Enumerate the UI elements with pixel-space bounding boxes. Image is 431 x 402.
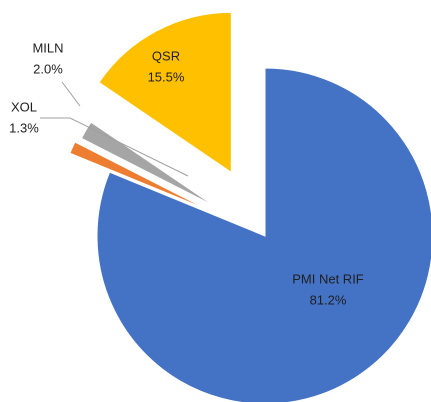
leader-line [61,81,81,107]
pie-slice [98,11,232,174]
slice-label: MILN [32,40,63,55]
slice-value-label: 2.0% [33,61,63,76]
slice-value-label: 15.5% [148,69,185,84]
slice-label: QSR [152,48,180,63]
pie-slice [80,121,216,207]
slice-value-label: 1.3% [9,120,39,135]
pie-slice [96,67,431,402]
pie-slice [69,141,209,211]
slice-label: PMI Net RIF [292,271,364,286]
slice-value-label: 81.2% [310,292,347,307]
slice-label: XOL [11,99,37,114]
leader-line [40,117,189,177]
